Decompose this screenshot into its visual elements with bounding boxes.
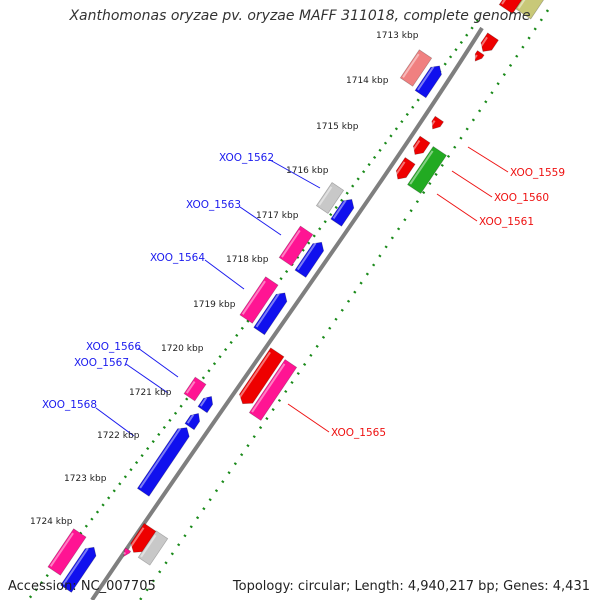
gene-label: XOO_1562 — [219, 152, 274, 164]
gene-blue-forward — [330, 198, 355, 227]
gene-pink — [239, 276, 279, 324]
genome-backbone — [90, 26, 484, 600]
gene-leader-line — [269, 159, 321, 189]
gene-olive — [515, 0, 545, 20]
gene-leader-line — [125, 363, 169, 394]
gene-red-reverse — [394, 157, 416, 180]
gene-label: XOO_1568 — [42, 399, 97, 411]
gene-leader-line — [95, 407, 135, 437]
gene-label: XOO_1559 — [510, 167, 565, 179]
accession-label: Accession: NC_007705 — [8, 579, 156, 594]
scale-label: 1714 kbp — [346, 76, 389, 86]
scale-label: 1723 kbp — [64, 474, 107, 484]
gene-label: XOO_1566 — [86, 341, 141, 353]
gene-pink — [123, 547, 132, 557]
gene-red-reverse — [479, 32, 499, 52]
scale-label: 1717 kbp — [256, 211, 299, 221]
gene-leader-line — [287, 403, 330, 433]
scale-label: 1719 kbp — [193, 300, 236, 310]
map-title: Xanthomonas oryzae pv. oryzae MAFF 31101… — [69, 8, 531, 24]
topology-label: Topology: circular; Length: 4,940,217 bp… — [232, 579, 590, 594]
scale-label: 1722 kbp — [97, 431, 140, 441]
gene-blue-forward — [184, 412, 201, 431]
scale-label: 1721 kbp — [129, 388, 172, 398]
gene-label: XOO_1567 — [74, 357, 129, 369]
gene-red-reverse — [498, 0, 526, 15]
gene-red-reverse — [430, 115, 444, 130]
gene-gray — [315, 181, 345, 215]
gene-pink — [248, 359, 298, 421]
gene-blue-forward — [253, 292, 288, 336]
gene-red-reverse — [411, 135, 431, 155]
gene-red-reverse — [237, 347, 285, 405]
gene-label: XOO_1560 — [494, 192, 549, 204]
gene-pink — [183, 376, 207, 402]
gene-blue-forward — [294, 241, 325, 278]
scale-label: 1715 kbp — [316, 122, 359, 132]
gene-leader-line — [204, 259, 245, 290]
gene-blue-forward — [136, 427, 190, 497]
gene-leader-line — [436, 193, 478, 222]
gene-label: XOO_1564 — [150, 252, 205, 264]
gene-pink — [278, 225, 314, 267]
gene-label: XOO_1565 — [331, 427, 386, 439]
gene-leader-line — [137, 347, 179, 378]
gene-label: XOO_1561 — [479, 216, 534, 228]
gene-blue-forward — [414, 65, 442, 99]
gene-gray — [137, 530, 169, 566]
gene-pink — [47, 528, 87, 576]
gene-red-reverse — [129, 522, 158, 553]
gene-salmon — [399, 49, 433, 87]
gene-red-reverse — [473, 50, 485, 62]
gene-label: XOO_1563 — [186, 199, 241, 211]
scale-label: 1713 kbp — [376, 31, 419, 41]
outer-tick-ring — [138, 9, 550, 600]
scale-label: 1716 kbp — [286, 166, 329, 176]
gene-green — [407, 145, 447, 195]
gene-leader-line — [239, 206, 282, 236]
gene-blue-forward — [197, 395, 214, 414]
scale-label: 1720 kbp — [161, 344, 204, 354]
scale-label: 1718 kbp — [226, 255, 269, 265]
gene-leader-line — [467, 146, 509, 173]
gene-blue-forward — [60, 546, 97, 593]
scale-label: 1724 kbp — [30, 517, 73, 527]
gene-leader-line — [451, 170, 493, 198]
